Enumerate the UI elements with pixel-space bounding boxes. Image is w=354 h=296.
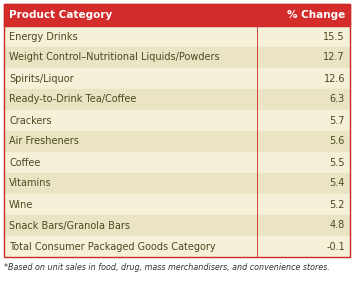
Text: 6.3: 6.3 [330, 94, 345, 104]
Bar [4, 4, 350, 257]
Text: Product Category: Product Category [9, 10, 112, 20]
Bar [4, 4, 350, 26]
Text: Crackers: Crackers [9, 115, 51, 126]
Text: 5.5: 5.5 [330, 157, 345, 168]
Text: 5.6: 5.6 [330, 136, 345, 147]
Text: 12.6: 12.6 [324, 73, 345, 83]
Bar [4, 236, 350, 257]
Text: Total Consumer Packaged Goods Category: Total Consumer Packaged Goods Category [9, 242, 216, 252]
Bar [4, 26, 350, 47]
Text: 4.8: 4.8 [330, 221, 345, 231]
Bar [4, 68, 350, 89]
Bar [4, 47, 350, 68]
Bar [4, 131, 350, 152]
Bar [4, 89, 350, 110]
Text: Wine: Wine [9, 200, 33, 210]
Text: Weight Control–Nutritional Liquids/Powders: Weight Control–Nutritional Liquids/Powde… [9, 52, 219, 62]
Bar [4, 215, 350, 236]
Text: 5.7: 5.7 [330, 115, 345, 126]
Bar [4, 152, 350, 173]
Text: 15.5: 15.5 [323, 31, 345, 41]
Text: % Change: % Change [287, 10, 345, 20]
Bar [4, 110, 350, 131]
Text: 12.7: 12.7 [323, 52, 345, 62]
Text: 5.4: 5.4 [330, 178, 345, 189]
Text: 5.2: 5.2 [330, 200, 345, 210]
Text: Energy Drinks: Energy Drinks [9, 31, 78, 41]
Text: Ready-to-Drink Tea/Coffee: Ready-to-Drink Tea/Coffee [9, 94, 136, 104]
Bar [4, 194, 350, 215]
Text: Spirits/Liquor: Spirits/Liquor [9, 73, 74, 83]
Text: *Based on unit sales in food, drug, mass merchandisers, and convenience stores.: *Based on unit sales in food, drug, mass… [4, 263, 330, 272]
Text: Snack Bars/Granola Bars: Snack Bars/Granola Bars [9, 221, 130, 231]
Text: Vitamins: Vitamins [9, 178, 52, 189]
Text: Coffee: Coffee [9, 157, 40, 168]
Text: -0.1: -0.1 [326, 242, 345, 252]
Bar [4, 173, 350, 194]
Text: Air Fresheners: Air Fresheners [9, 136, 79, 147]
